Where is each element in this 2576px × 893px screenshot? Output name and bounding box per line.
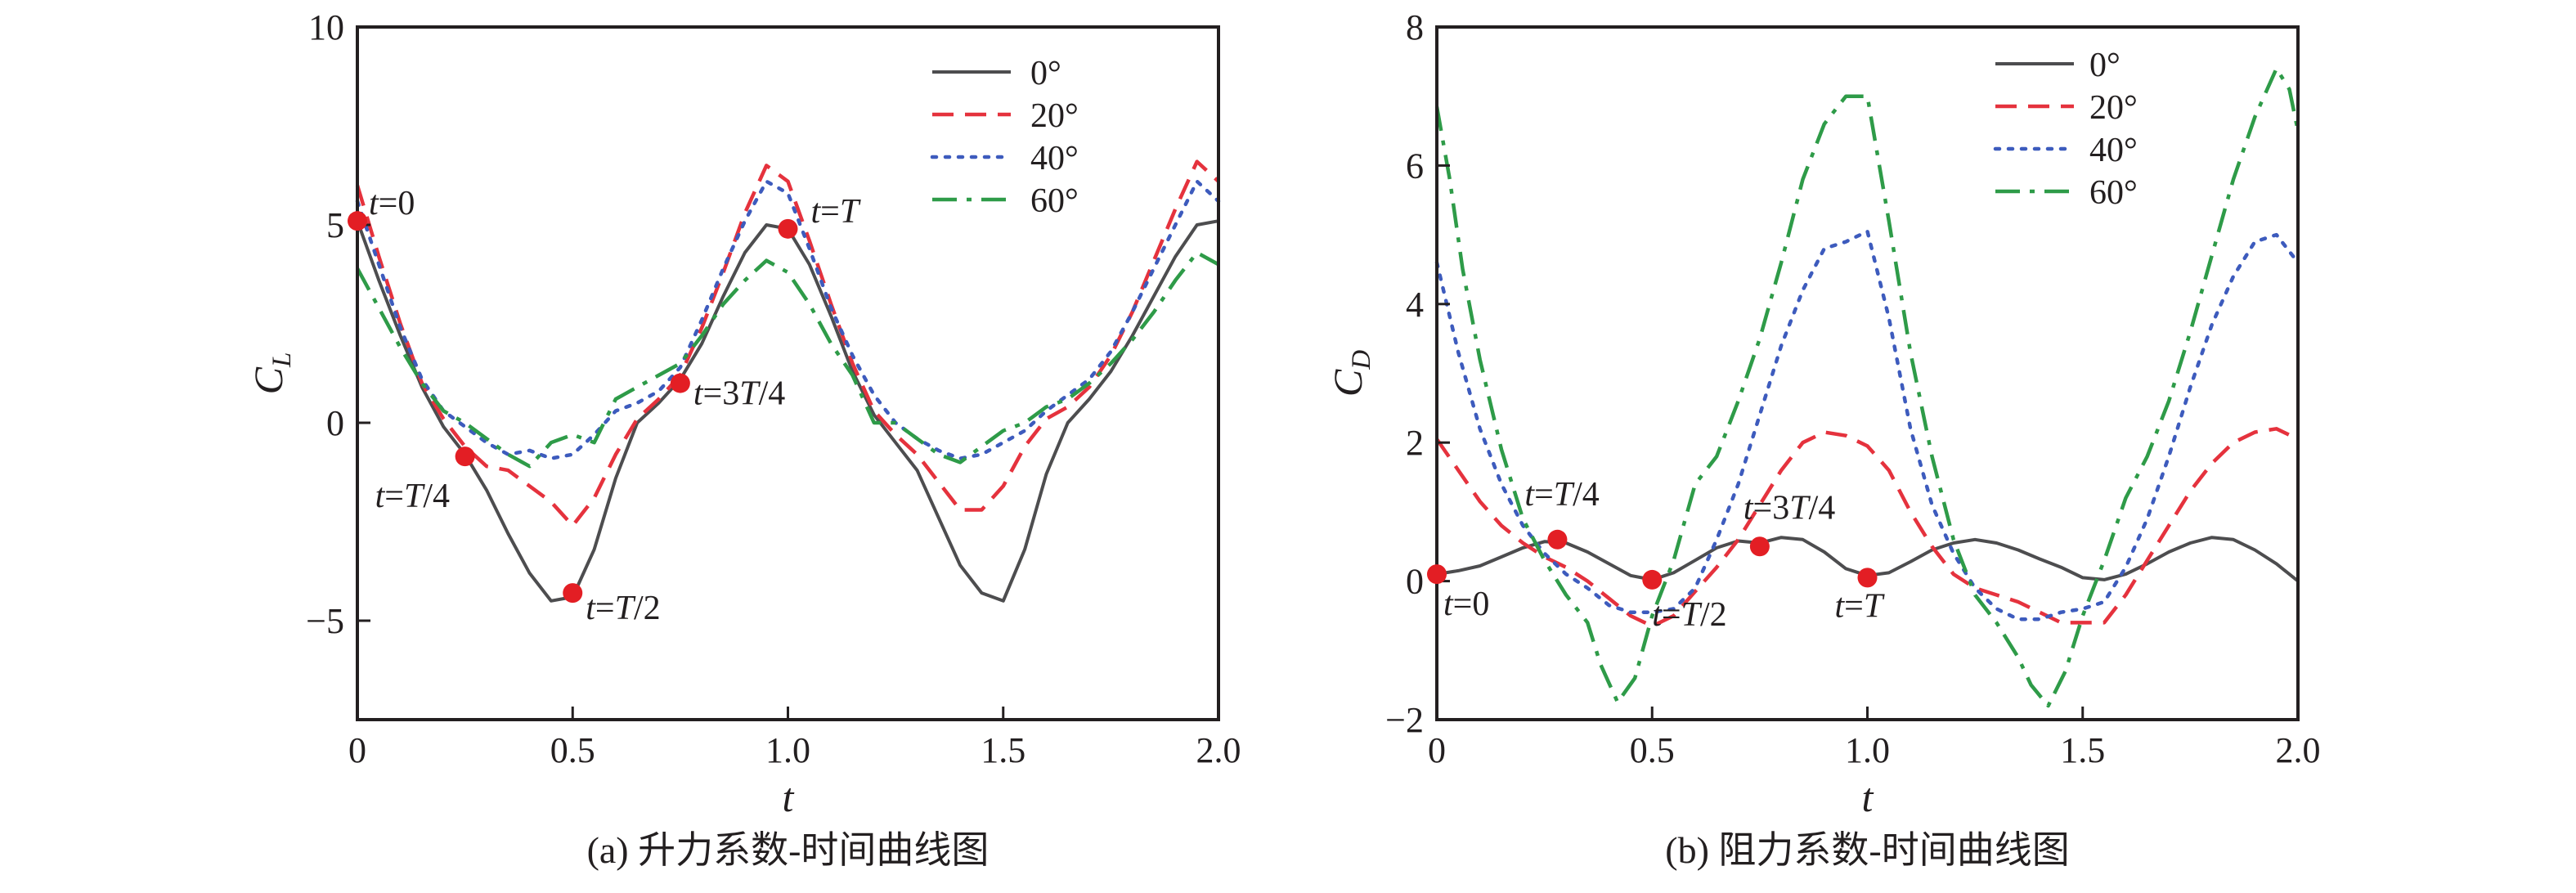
y-axis-label: CD	[1325, 350, 1376, 397]
legend-label: 0°	[2089, 47, 2120, 84]
x-tick-label: 1.0	[1845, 730, 1890, 770]
marker-label: t=T	[811, 193, 861, 231]
panel-caption: (b) 阻力系数-时间曲线图	[1665, 829, 2069, 871]
time-marker	[778, 218, 798, 239]
x-tick-label: 1.0	[765, 730, 810, 770]
y-tick-label: 8	[1406, 7, 1424, 47]
time-marker	[1547, 529, 1568, 550]
legend-label: 0°	[1030, 55, 1061, 92]
marker-label: t=T/4	[375, 478, 450, 515]
marker-label: t=3T/4	[1744, 489, 1835, 527]
x-tick-label: 2.0	[1196, 730, 1241, 770]
plot-frame	[356, 25, 1220, 721]
marker-label: t=T/2	[1652, 596, 1726, 634]
x-tick-label: 0	[1428, 730, 1446, 770]
time-marker	[1427, 564, 1447, 585]
marker-label: t=3T/4	[693, 375, 785, 413]
legend-label: 60°	[1030, 182, 1079, 220]
x-tick-label: 1.5	[981, 730, 1025, 770]
legend-label: 40°	[2089, 132, 2138, 169]
x-axis-label: t	[783, 774, 795, 820]
panel-caption: (a) 升力系数-时间曲线图	[587, 829, 990, 871]
series-line-60deg	[1434, 66, 2300, 708]
x-tick-label: 0.5	[1630, 730, 1675, 770]
legend-label: 20°	[1030, 97, 1079, 135]
series-line-40deg	[1434, 229, 2300, 622]
y-axis-label: CL	[245, 352, 297, 395]
panel-a-lift: 0 0.5 1.0 1.5 2.0 −5 0 5 10 t CL 0° 20° 40° 60° t=0 t=T/…	[245, 7, 1241, 871]
x-axis-label: t	[1862, 774, 1874, 820]
y-tick-label: 6	[1406, 146, 1424, 186]
marker-label: t=T	[1835, 587, 1885, 625]
legend-label: 40°	[1030, 140, 1079, 177]
series-line-60deg	[356, 250, 1220, 469]
y-tick-label: 2	[1406, 423, 1424, 463]
series-line-20deg	[355, 159, 1220, 528]
time-marker	[670, 373, 690, 393]
time-marker	[1749, 536, 1770, 557]
legend-label: 60°	[2089, 174, 2138, 212]
time-marker	[1857, 568, 1878, 588]
panel-b-drag: 0 0.5 1.0 1.5 2.0−202468tCD0°20°40°60°t=0t=T…	[1325, 7, 2321, 871]
y-tick-label: 10	[308, 7, 344, 47]
time-marker	[348, 211, 367, 231]
series-line-20deg	[1435, 427, 2299, 628]
series-line-40deg	[355, 179, 1221, 460]
x-tick-label: 1.5	[2060, 730, 2105, 770]
time-marker	[1642, 569, 1663, 590]
y-tick-label: 5	[326, 205, 344, 245]
x-tick-label: 0	[348, 730, 366, 770]
marker-label: t=T/4	[1524, 476, 1599, 514]
marker-label: t=0	[1443, 586, 1489, 623]
time-marker	[455, 446, 475, 467]
y-tick-label: 0	[1406, 562, 1424, 602]
y-tick-label: −2	[1385, 700, 1424, 740]
series-line-0deg	[356, 219, 1219, 603]
x-tick-label: 2.0	[2276, 730, 2321, 770]
y-tick-label: 4	[1406, 285, 1424, 325]
y-tick-label: 0	[326, 403, 344, 443]
marker-label: t=0	[369, 185, 415, 222]
x-tick-label: 0.5	[550, 730, 595, 770]
legend-label: 20°	[2089, 89, 2138, 127]
y-tick-label: −5	[306, 601, 344, 641]
time-marker	[563, 583, 583, 604]
marker-label: t=T/2	[586, 590, 660, 627]
